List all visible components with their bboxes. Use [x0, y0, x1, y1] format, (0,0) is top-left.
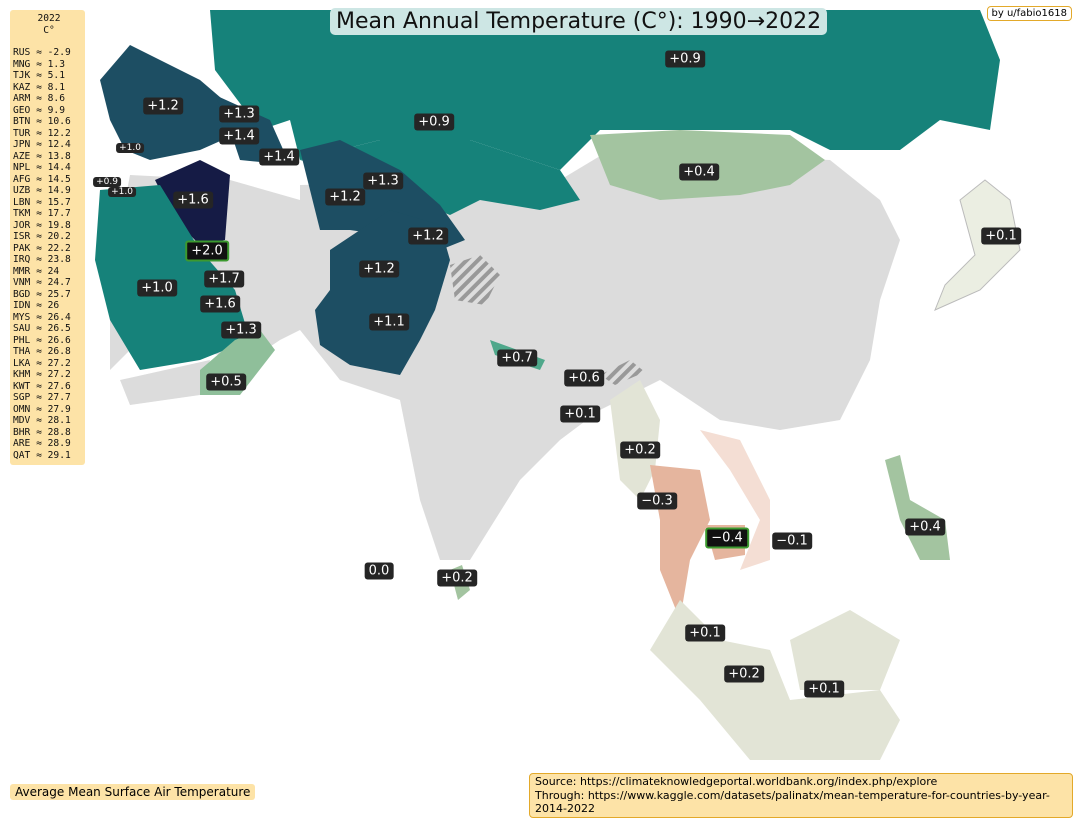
author-credit: by u/fabio1618: [986, 6, 1072, 21]
legend-unit: C°: [43, 24, 55, 36]
legend-row: AFG ≈ 14.5: [13, 173, 71, 185]
legend-row: PAK ≈ 22.2: [13, 242, 71, 254]
value-label-kaz: +0.9: [414, 113, 454, 131]
value-label-kwt: +2.0: [185, 240, 229, 262]
value-label-geo: +1.3: [219, 105, 259, 123]
legend-row: LBN ≈ 15.7: [13, 196, 71, 208]
value-label-uzb: +1.3: [363, 172, 403, 190]
legend-row: PHL ≈ 26.6: [13, 334, 71, 346]
value-label-khm: −0.4: [705, 527, 749, 549]
legend-row: MNG ≈ 1.3: [13, 58, 65, 70]
legend-row: IRQ ≈ 23.8: [13, 254, 71, 265]
legend-row: ISR ≈ 20.2: [13, 231, 71, 242]
value-label-npl: +0.7: [497, 349, 537, 367]
value-label-pak: +1.1: [369, 313, 409, 331]
value-label-aze: +1.4: [259, 148, 299, 166]
legend-row: BHR ≈ 28.8: [13, 426, 71, 438]
value-label-afg: +1.2: [359, 260, 399, 278]
region-kashmir: [450, 255, 500, 305]
footer-caption: Average Mean Surface Air Temperature: [10, 784, 256, 800]
country-VNM: [700, 430, 770, 570]
legend-row: JPN ≈ 12.4: [13, 139, 71, 150]
country-JPN: [934, 179, 1021, 311]
legend-row: AZE ≈ 13.8: [13, 150, 71, 162]
value-label-lka: +0.2: [437, 569, 477, 587]
temperature-legend: 2022 C° RUS ≈ -2.9 MNG ≈ 1.3 TJK ≈ 5.1 KAZ ≈…: [10, 10, 85, 465]
legend-row: GEO ≈ 9.9: [13, 104, 65, 116]
value-label-mys: +0.1: [685, 624, 725, 642]
region-arunachal: [600, 360, 645, 385]
legend-row: SAU ≈ 26.5: [13, 323, 71, 334]
value-label-jpn: +0.1: [981, 227, 1021, 245]
value-label-rus: +0.9: [665, 50, 705, 68]
value-label-idn: +0.1: [804, 680, 844, 698]
value-label-irq: +1.6: [173, 191, 213, 209]
legend-year: 2022: [37, 13, 61, 24]
legend-row: NPL ≈ 14.4: [13, 162, 71, 173]
value-label-mmr: +0.2: [620, 441, 660, 459]
value-label-tkm: +1.2: [325, 188, 365, 206]
value-label-phl: +0.4: [905, 518, 945, 536]
legend-row: KHM ≈ 27.2: [13, 369, 71, 380]
value-label-vnm: −0.1: [772, 532, 812, 550]
legend-row: ARM ≈ 8.6: [13, 93, 65, 104]
legend-row: KWT ≈ 27.6: [13, 380, 71, 392]
country-MMR: [610, 380, 660, 500]
legend-row: SGP ≈ 27.7: [13, 392, 71, 403]
map-title: Mean Annual Temperature (C°): 1990→2022: [330, 8, 828, 35]
source-box: Source: https://climateknowledgeportal.w…: [529, 773, 1073, 818]
legend-row: ARE ≈ 28.9: [13, 438, 71, 449]
legend-row: JOR ≈ 19.8: [13, 219, 71, 231]
value-label-tjk: +1.2: [408, 227, 448, 245]
country-THA: [650, 465, 710, 620]
through-line: Through: https://www.kaggle.com/datasets…: [535, 788, 1050, 816]
value-label-mng: +0.4: [679, 163, 719, 181]
legend-row: TUR ≈ 12.2: [13, 127, 71, 139]
value-label-are: +1.3: [221, 321, 261, 339]
value-label-tha: −0.3: [637, 492, 677, 510]
country-RUS: [210, 10, 1000, 170]
legend-row: BTN ≈ 10.6: [13, 116, 71, 127]
value-label-arm: +1.4: [219, 127, 259, 145]
legend-row: VNM ≈ 24.7: [13, 277, 71, 288]
country-AFG-PAK: [315, 210, 450, 375]
legend-row: RUS ≈ -2.9: [13, 47, 71, 58]
legend-row: LKA ≈ 27.2: [13, 357, 71, 369]
legend-row: TJK ≈ 5.1: [13, 70, 65, 81]
legend-row: BGD ≈ 25.7: [13, 288, 71, 300]
legend-row: IDN ≈ 26: [13, 300, 60, 311]
legend-row: MMR ≈ 24: [13, 265, 60, 277]
value-label-isr: +0.9: [93, 177, 121, 187]
value-label-omn: +0.5: [206, 373, 246, 391]
value-label-bhr: +1.7: [204, 270, 244, 288]
value-label-sgp: +0.2: [724, 665, 764, 683]
country-PHL: [885, 455, 950, 560]
legend-row: MDV ≈ 28.1: [13, 415, 71, 426]
legend-row: KAZ ≈ 8.1: [13, 81, 65, 93]
legend-row: MYS ≈ 26.4: [13, 311, 71, 323]
legend-row: THA ≈ 26.8: [13, 346, 71, 357]
value-label-qat: +1.6: [200, 295, 240, 313]
region-yemen: [120, 360, 210, 405]
value-label-bgd: +0.1: [560, 405, 600, 423]
region-no-data: [300, 150, 900, 560]
value-label-tur: +1.2: [143, 97, 183, 115]
value-label-mdv: 0.0: [364, 562, 394, 580]
value-label-lbn: +1.0: [116, 143, 144, 153]
legend-row: QAT ≈ 29.1: [13, 449, 71, 461]
value-label-jor: +1.0: [108, 187, 136, 197]
value-label-btn: +0.6: [564, 369, 604, 387]
legend-row: TKM ≈ 17.7: [13, 208, 71, 219]
legend-row: UZB ≈ 14.9: [13, 185, 71, 196]
source-line: Source: https://climateknowledgeportal.w…: [535, 775, 938, 788]
value-label-sau: +1.0: [137, 279, 177, 297]
country-SAU: [95, 185, 250, 370]
legend-row: OMN ≈ 27.9: [13, 403, 71, 415]
